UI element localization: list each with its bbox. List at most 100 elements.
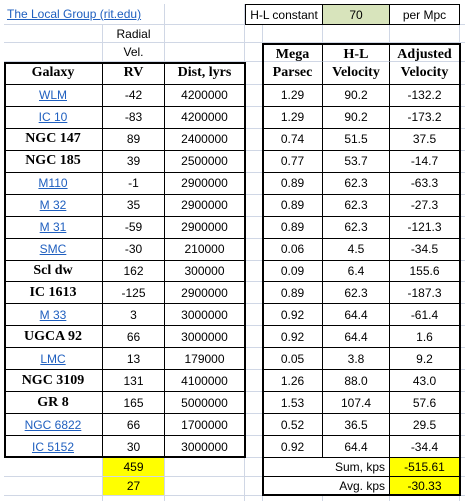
grid-cell — [460, 217, 465, 239]
grid-cell — [460, 414, 465, 437]
galaxy-name: Scl dw — [4, 260, 103, 283]
adjusted-velocity: 57.6 — [390, 392, 460, 415]
sum-label: Sum, kps — [263, 458, 390, 477]
galaxy-name[interactable]: M 31 — [4, 216, 103, 239]
hl-velocity: 4.5 — [323, 238, 390, 261]
galaxy-name: IC 1613 — [4, 282, 103, 305]
column-header: RV — [103, 62, 165, 85]
adjusted-velocity: -14.7 — [390, 150, 460, 173]
constant-label: H-L constant — [245, 4, 323, 25]
mega-parsec: 1.29 — [263, 85, 323, 107]
distance: 5000000 — [165, 392, 245, 415]
galaxy-name[interactable]: M110 — [4, 172, 103, 195]
grid-cell — [460, 326, 465, 349]
mega-parsec: 0.74 — [263, 128, 323, 151]
grid-cell — [460, 436, 465, 458]
radial-velocity: 131 — [103, 370, 165, 393]
mega-parsec: 0.52 — [263, 414, 323, 437]
mega-parsec: 0.92 — [263, 436, 323, 458]
avg-rv: 27 — [103, 477, 165, 496]
distance: 179000 — [165, 348, 245, 371]
grid-cell — [245, 25, 263, 43]
mega-parsec: 0.89 — [263, 216, 323, 239]
galaxy-name[interactable]: IC 5152 — [4, 436, 103, 458]
galaxy-name[interactable]: WLM — [4, 85, 103, 107]
grid-cell — [460, 282, 465, 305]
hl-velocity: 90.2 — [323, 106, 390, 129]
grid-cell — [460, 496, 465, 501]
grid-cell — [245, 172, 263, 195]
grid-cell — [245, 150, 263, 173]
grid-cell — [245, 348, 263, 371]
grid-cell — [245, 62, 263, 85]
galaxy-name[interactable]: IC 10 — [4, 106, 103, 129]
constant-unit: per Mpc — [390, 4, 460, 25]
column-header: Galaxy — [4, 62, 103, 85]
hl-velocity: 88.0 — [323, 370, 390, 393]
adjusted-velocity: 155.6 — [390, 260, 460, 283]
grid-cell — [245, 436, 263, 458]
grid-cell — [245, 282, 263, 305]
galaxy-name[interactable]: M 32 — [4, 194, 103, 217]
column-header: Dist, lyrs — [165, 62, 245, 85]
constant-value: 70 — [323, 4, 390, 25]
galaxy-name[interactable]: LMC — [4, 348, 103, 371]
radial-velocity: 35 — [103, 194, 165, 217]
galaxy-name[interactable]: M 33 — [4, 304, 103, 327]
distance: 300000 — [165, 260, 245, 283]
radial-velocity: 66 — [103, 326, 165, 349]
radial-velocity: -42 — [103, 85, 165, 107]
grid-cell — [245, 43, 263, 62]
galaxy-name[interactable]: SMC — [4, 238, 103, 261]
adjusted-velocity: 43.0 — [390, 370, 460, 393]
grid-cell — [390, 25, 460, 43]
adjusted-velocity: -63.3 — [390, 172, 460, 195]
distance: 4100000 — [165, 370, 245, 393]
grid-cell — [245, 370, 263, 393]
grid-cell — [245, 128, 263, 151]
radial-velocity: 165 — [103, 392, 165, 415]
hl-velocity: 62.3 — [323, 194, 390, 217]
grid-cell — [460, 43, 465, 62]
grid-cell — [103, 496, 165, 501]
mega-parsec: 1.29 — [263, 106, 323, 129]
hl-velocity: 90.2 — [323, 85, 390, 107]
mega-parsec: 0.77 — [263, 150, 323, 173]
galaxy-name[interactable]: NGC 6822 — [4, 414, 103, 437]
grid-cell — [245, 496, 263, 501]
grid-cell — [165, 43, 245, 62]
grid-cell — [165, 25, 245, 43]
radial-velocity: -83 — [103, 106, 165, 129]
galaxy-name: GR 8 — [4, 392, 103, 415]
adjusted-velocity: -173.2 — [390, 106, 460, 129]
grid-cell — [165, 458, 245, 477]
hl-velocity: 51.5 — [323, 128, 390, 151]
hl-velocity: 62.3 — [323, 216, 390, 239]
adjusted-velocity: -34.4 — [390, 436, 460, 458]
hl-velocity: 36.5 — [323, 414, 390, 437]
distance: 1700000 — [165, 414, 245, 437]
grid-cell — [245, 477, 263, 496]
radial-header: Vel. — [103, 43, 165, 62]
galaxy-name: NGC 147 — [4, 128, 103, 151]
radial-header: Radial — [103, 25, 165, 43]
grid-cell — [4, 458, 103, 477]
distance: 3000000 — [165, 326, 245, 349]
sum-rv: 459 — [103, 458, 165, 477]
adjusted-velocity: 37.5 — [390, 128, 460, 151]
mega-parsec: 0.05 — [263, 348, 323, 371]
hl-velocity: 3.8 — [323, 348, 390, 371]
mega-parsec: 0.92 — [263, 326, 323, 349]
grid-cell — [460, 261, 465, 283]
grid-cell — [245, 414, 263, 437]
title-link[interactable]: The Local Group (rit.edu) — [4, 4, 165, 25]
grid-cell — [245, 326, 263, 349]
hl-velocity: 64.4 — [323, 304, 390, 327]
grid-cell — [245, 106, 263, 129]
grid-cell — [245, 304, 263, 327]
avg-adjusted: -30.33 — [390, 477, 460, 496]
hl-velocity: 64.4 — [323, 326, 390, 349]
grid-cell — [4, 496, 103, 501]
grid-cell — [4, 43, 103, 62]
